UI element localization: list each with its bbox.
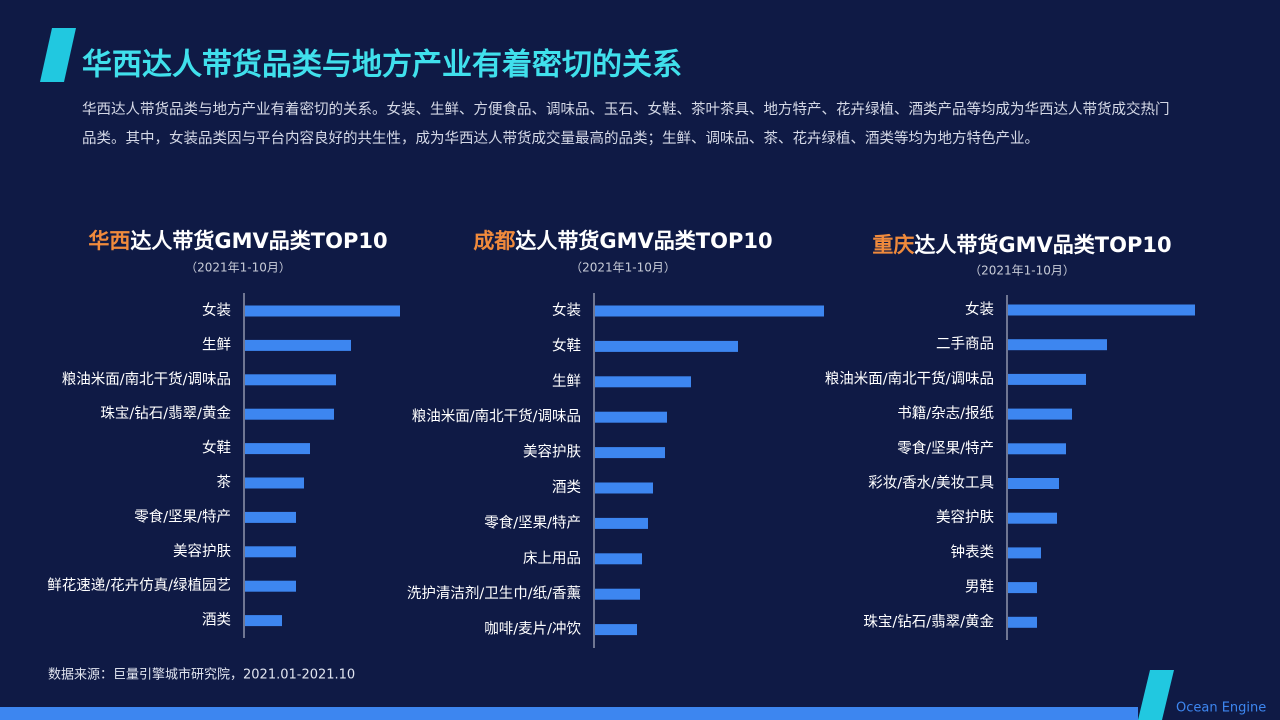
bar: [1008, 373, 1086, 385]
chart-title: 重庆达人带货GMV品类TOP10: [872, 233, 1171, 257]
chart-subtitle: （2021年1-10月）: [570, 261, 676, 275]
bar: [245, 305, 400, 317]
bar: [1008, 512, 1057, 524]
category-label: 粮油米面/南北干货/调味品: [412, 408, 581, 425]
bar: [245, 477, 304, 489]
bar: [595, 624, 637, 636]
category-label: 洗护清洁剂/卫生巾/纸/香薰: [407, 585, 581, 602]
category-label: 美容护肤: [173, 543, 231, 560]
paragraph-box: 华西达人带货品类与地方产业有着密切的关系。女装、生鲜、方便食品、调味品、玉石、女…: [82, 102, 1170, 147]
chart-title: 成都达人带货GMV品类TOP10: [473, 229, 772, 253]
bar: [1008, 478, 1059, 489]
category-label: 咖啡/麦片/冲饮: [484, 621, 581, 638]
bar: [595, 553, 642, 565]
category-label: 书籍/杂志/报纸: [897, 405, 994, 422]
bar: [245, 546, 296, 558]
bar: [595, 411, 667, 423]
bar: [595, 517, 648, 529]
title-highlight: 华西: [88, 229, 130, 253]
bar: [595, 305, 824, 317]
bar: [595, 340, 738, 352]
chart-subtitle: （2021年1-10月）: [185, 261, 291, 275]
category-label: 女鞋: [202, 439, 231, 457]
bar: [245, 408, 334, 420]
category-label: 酒类: [552, 479, 581, 496]
category-label: 零食/坚果/特产: [484, 514, 581, 531]
category-label: 美容护肤: [936, 509, 994, 526]
bar: [595, 588, 640, 600]
category-label: 粮油米面/南北干货/调味品: [825, 370, 994, 387]
bar: [245, 511, 296, 523]
bar: [245, 615, 282, 627]
category-label: 男鞋: [965, 579, 994, 596]
title-accent: [40, 28, 76, 82]
category-label: 生鲜: [202, 336, 231, 353]
category-label: 彩妆/香水/美妆工具: [868, 475, 994, 492]
bar: [595, 447, 665, 459]
paragraph: 华西达人带货品类与地方产业有着密切的关系。女装、生鲜、方便食品、调味品、玉石、女…: [82, 102, 1170, 147]
source: 数据来源：巨量引擎城市研究院，2021.01-2021.10: [48, 667, 355, 683]
logo-mark: [1138, 670, 1174, 720]
category-label: 粮油米面/南北干货/调味品: [62, 371, 231, 388]
bar: [1008, 616, 1037, 628]
category-label: 珠宝/钻石/翡翠/黄金: [863, 613, 994, 630]
bar: [1008, 408, 1072, 420]
category-label: 酒类: [202, 612, 231, 629]
title-highlight: 重庆: [872, 233, 914, 257]
title-text: 达人带货GMV品类TOP10: [515, 229, 772, 253]
category-label: 女鞋: [552, 336, 581, 354]
chart-title: 华西达人带货GMV品类TOP10: [88, 229, 387, 253]
category-label: 女装: [965, 300, 994, 318]
category-label: 床上用品: [523, 550, 581, 567]
bar: [595, 482, 653, 494]
category-label: 生鲜: [552, 373, 581, 390]
category-label: 零食/坚果/特产: [897, 440, 994, 457]
category-label: 女装: [552, 301, 581, 319]
bar: [245, 374, 336, 386]
bar: [245, 580, 296, 592]
bar: [1008, 304, 1195, 316]
title-text: 达人带货GMV品类TOP10: [914, 233, 1171, 257]
bar: [1008, 547, 1041, 559]
category-label: 珠宝/钻石/翡翠/黄金: [100, 405, 231, 422]
bar: [1008, 443, 1066, 455]
title-text: 达人带货GMV品类TOP10: [130, 229, 387, 253]
bar: [1008, 339, 1107, 351]
brand: Ocean Engine: [1176, 701, 1266, 716]
category-label: 美容护肤: [523, 444, 581, 461]
category-label: 鲜花速递/花卉仿真/绿植园艺: [47, 576, 231, 594]
title-highlight: 成都: [473, 229, 515, 253]
category-label: 零食/坚果/特产: [134, 508, 231, 525]
bar: [245, 443, 310, 455]
chart-subtitle: （2021年1-10月）: [969, 264, 1075, 278]
category-label: 茶: [217, 474, 232, 491]
bar: [1008, 582, 1037, 594]
category-label: 女装: [202, 301, 231, 319]
category-label: 二手商品: [936, 336, 994, 353]
footer-bar: [0, 707, 1138, 720]
page-title: 华西达人带货品类与地方产业有着密切的关系: [82, 48, 682, 83]
bar: [245, 339, 351, 351]
category-label: 钟表类: [951, 544, 995, 561]
bar: [595, 376, 691, 388]
